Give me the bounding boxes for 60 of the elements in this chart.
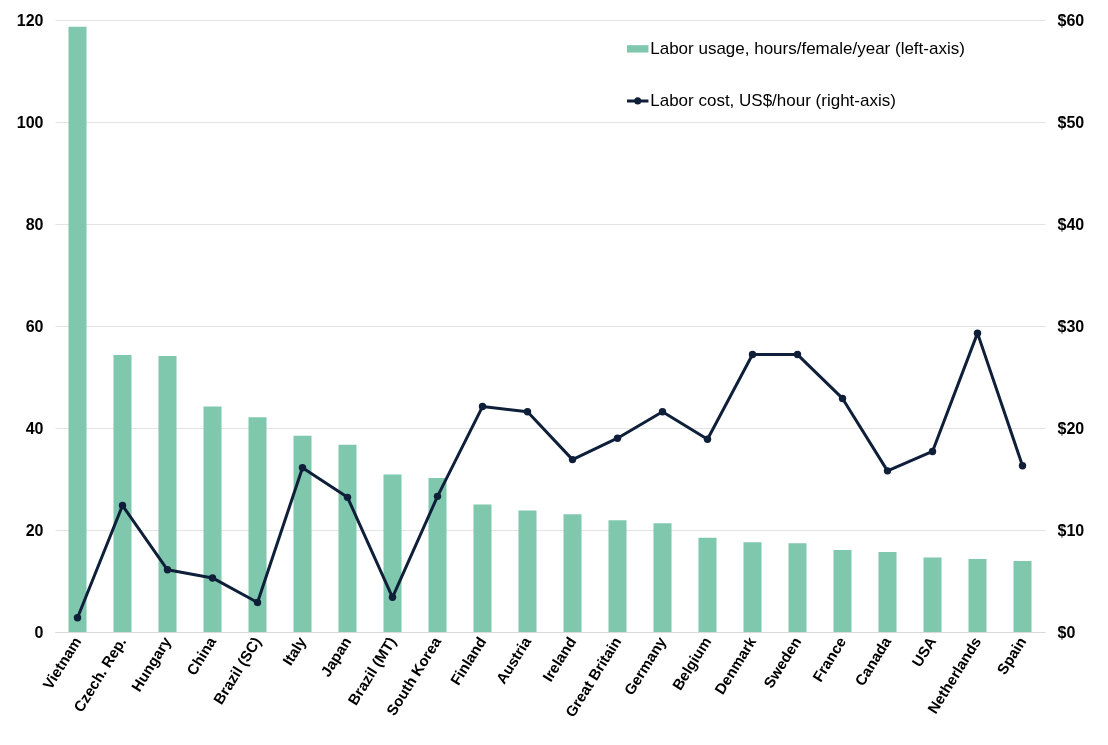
bar [1013,561,1032,632]
y-tick-label: 100 [16,113,44,131]
bar [833,549,852,632]
point [613,434,622,442]
bar [158,356,177,632]
point [163,566,172,574]
bar [68,26,87,632]
y2-tick-label: $0 [1057,623,1076,641]
bar [878,551,897,632]
y2-tick-label: $50 [1057,113,1085,131]
point [793,350,802,359]
y-tick-label: 20 [25,521,44,539]
y-tick-label: 40 [25,419,44,437]
legend-label: Labor cost, US$/hour (right-axis) [650,90,896,110]
bar [248,417,267,632]
point [1018,462,1027,470]
y-tick-label: 120 [16,11,44,29]
point [523,407,532,416]
point [838,394,847,403]
point [568,455,577,464]
bar [203,406,222,632]
point [928,447,937,456]
bar [428,477,447,632]
bar [653,523,672,632]
y2-tick-label: $20 [1057,419,1085,437]
bar [293,435,312,632]
y-tick-label: 60 [25,317,44,335]
point [478,402,487,411]
y-tick-label: 0 [34,623,44,641]
bar [338,444,357,632]
bar [923,557,942,632]
y-tick-label: 80 [25,215,44,233]
point [253,598,262,607]
point [703,435,712,443]
legend-label: Labor usage, hours/female/year (left-axis) [650,38,965,58]
bar [113,355,132,632]
point [208,574,217,582]
point [433,492,442,501]
bar [473,504,492,632]
bar [743,542,762,632]
y2-tick-label: $30 [1057,317,1085,335]
bar [608,520,627,632]
point [658,407,667,416]
bar [968,559,987,632]
bar [383,474,402,632]
point [118,501,127,510]
point [343,493,352,502]
point [298,464,307,472]
bar [563,514,582,632]
y2-tick-label: $40 [1057,215,1085,233]
y2-tick-label: $10 [1057,521,1085,539]
bar [698,537,717,632]
point [388,593,397,602]
point [973,329,982,337]
bar [788,543,807,632]
bar [518,510,537,632]
point [73,614,82,622]
y2-tick-label: $60 [1057,11,1085,29]
point [748,350,757,359]
point [883,467,892,475]
